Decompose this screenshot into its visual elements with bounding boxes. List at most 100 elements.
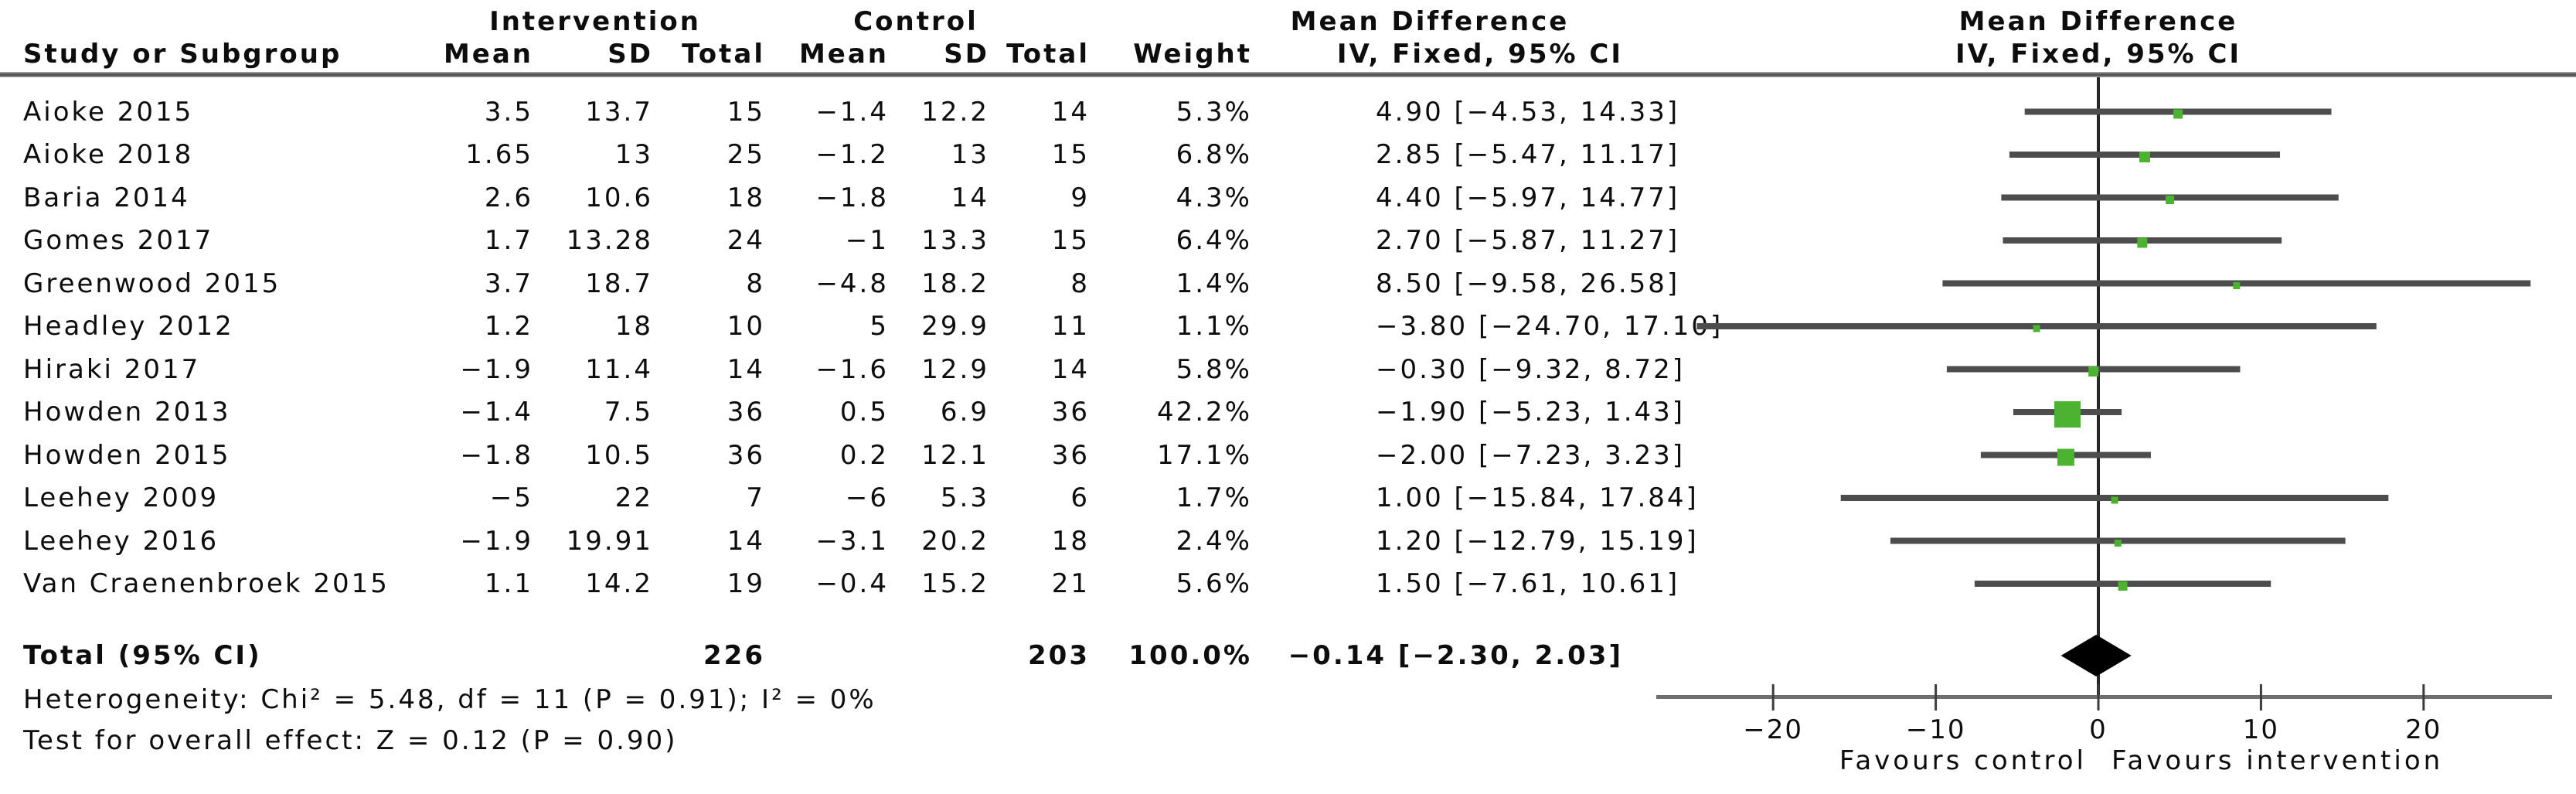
header-divider (0, 72, 2576, 77)
intervention-total-cell: 36 (727, 397, 765, 428)
x-axis-tick-label: 20 (2405, 714, 2442, 745)
effect-marker (2088, 366, 2099, 377)
intervention-mean-cell: −1.8 (460, 439, 533, 471)
control-total-cell: 14 (1051, 353, 1090, 385)
weight-cell: 5.8% (1176, 353, 1252, 385)
weight-cell: 17.1% (1156, 439, 1252, 471)
x-axis-tick (2259, 684, 2262, 711)
overall-effect-line: Test for overall effect: Z = 0.12 (P = 0… (23, 725, 678, 756)
intervention-sd-cell: 18 (614, 311, 653, 342)
intervention-mean-cell: −1.9 (460, 353, 533, 385)
control-mean-cell: 0.5 (839, 397, 889, 428)
mean-difference-header-left: Mean Difference (1290, 6, 1570, 37)
intervention-total-cell: 10 (727, 311, 765, 342)
control-total-cell: 15 (1051, 139, 1090, 170)
intervention-sd-cell: 13.7 (585, 96, 653, 128)
x-axis-tick-label: 10 (2242, 714, 2280, 745)
weight-cell: 2.4% (1176, 525, 1252, 557)
control-total-cell: 6 (1070, 482, 1090, 513)
weight-cell: 6.4% (1176, 225, 1252, 256)
total-intervention-n: 226 (703, 640, 765, 671)
study-label: Howden 2015 (23, 439, 231, 471)
effect-marker (2114, 540, 2122, 547)
intervention-sd-cell: 18.7 (585, 268, 653, 299)
control-sd-cell: 6.9 (940, 397, 989, 428)
intervention-mean-cell: 3.5 (484, 96, 533, 128)
weight-cell: 5.3% (1176, 96, 1252, 128)
control-total-cell: 8 (1070, 268, 1090, 299)
control-sd-cell: 12.2 (921, 96, 989, 128)
total-control-n: 203 (1028, 640, 1090, 671)
summary-diamond (2060, 635, 2132, 676)
weight-cell: 5.6% (1176, 568, 1252, 599)
control-total-header: Total (1006, 39, 1090, 70)
heterogeneity-line: Heterogeneity: Chi² = 5.48, df = 11 (P =… (23, 684, 876, 715)
study-column-header: Study or Subgroup (23, 39, 342, 70)
x-axis-tick (2422, 684, 2425, 711)
control-mean-cell: −3.1 (815, 525, 889, 557)
intervention-total-cell: 36 (727, 439, 765, 471)
control-mean-header: Mean (798, 39, 889, 70)
study-label: Gomes 2017 (23, 225, 214, 256)
effect-marker (2118, 581, 2128, 591)
control-total-cell: 11 (1051, 311, 1090, 342)
ci-method-header-right: IV, Fixed, 95% CI (1955, 39, 2242, 70)
intervention-total-cell: 8 (746, 268, 765, 299)
effect-marker (2057, 448, 2074, 466)
effect-marker (2137, 237, 2148, 248)
control-sd-cell: 13.3 (921, 225, 989, 256)
intervention-total-cell: 18 (727, 182, 765, 213)
intervention-sd-cell: 13.28 (566, 225, 653, 256)
effect-marker (2139, 152, 2150, 162)
study-label: Greenwood 2015 (23, 268, 281, 299)
control-mean-cell: −1.8 (815, 182, 889, 213)
intervention-total-header: Total (682, 39, 765, 70)
control-mean-cell: −1 (845, 225, 889, 256)
x-axis-line (1656, 695, 2552, 699)
intervention-sd-cell: 7.5 (604, 397, 653, 428)
study-label: Headley 2012 (23, 311, 234, 342)
effect-marker (2233, 282, 2241, 289)
control-mean-cell: −4.8 (815, 268, 889, 299)
study-label: Leehey 2009 (23, 482, 219, 513)
study-label: Leehey 2016 (23, 525, 219, 557)
intervention-total-cell: 15 (727, 96, 765, 128)
intervention-total-cell: 14 (727, 525, 765, 557)
control-total-cell: 21 (1051, 568, 1090, 599)
total-ci-text: −0.14 [−2.30, 2.03] (1288, 640, 1623, 671)
intervention-mean-cell: −5 (489, 482, 533, 513)
control-mean-cell: −1.6 (815, 353, 889, 385)
weight-cell: 6.8% (1176, 139, 1252, 170)
study-label: Aioke 2018 (23, 139, 194, 170)
control-total-cell: 15 (1051, 225, 1090, 256)
zero-effect-line (2097, 77, 2100, 697)
weight-cell: 1.1% (1176, 311, 1252, 342)
control-sd-header: SD (944, 39, 989, 70)
effect-marker (2033, 325, 2040, 332)
weight-cell: 1.4% (1176, 268, 1252, 299)
control-sd-cell: 29.9 (921, 311, 989, 342)
intervention-mean-cell: 2.6 (484, 182, 533, 213)
intervention-mean-cell: 1.2 (484, 311, 533, 342)
favours-intervention-label: Favours intervention (2112, 745, 2444, 776)
intervention-sd-header: SD (607, 39, 653, 70)
study-label: Aioke 2015 (23, 96, 194, 128)
intervention-mean-cell: 1.65 (465, 139, 533, 170)
control-mean-cell: 5 (869, 311, 889, 342)
control-sd-cell: 18.2 (921, 268, 989, 299)
control-sd-cell: 12.9 (921, 353, 989, 385)
x-axis-tick (1935, 684, 1938, 711)
effect-marker (2111, 496, 2118, 504)
control-sd-cell: 5.3 (940, 482, 989, 513)
ci-method-header-left: IV, Fixed, 95% CI (1336, 39, 1623, 70)
intervention-sd-cell: 13 (614, 139, 653, 170)
control-sd-cell: 13 (951, 139, 989, 170)
intervention-total-cell: 14 (727, 353, 765, 385)
intervention-sd-cell: 19.91 (566, 525, 653, 557)
effect-marker (2054, 401, 2081, 428)
intervention-mean-cell: 3.7 (484, 268, 533, 299)
x-axis-tick-label: −20 (1743, 714, 1804, 745)
weight-cell: 1.7% (1176, 482, 1252, 513)
